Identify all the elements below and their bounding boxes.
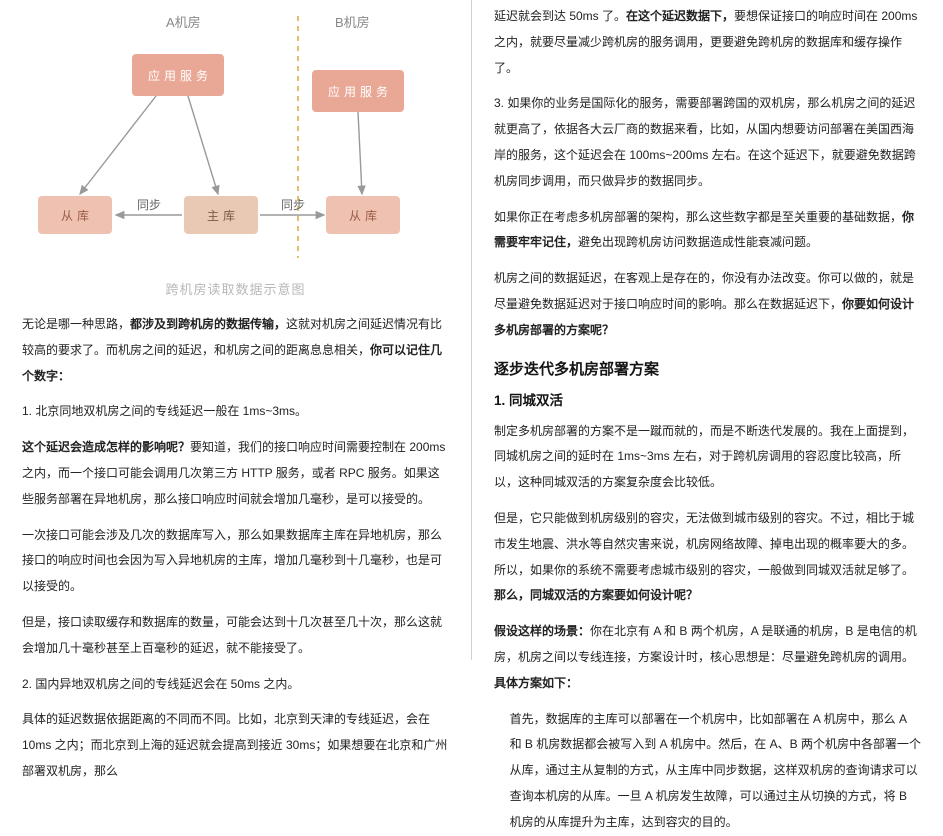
architecture-diagram: A机房 B机房 应用服务 应用服务 主库 从库 从库 同步 同步 跨机房读取数据… — [16, 8, 455, 304]
node-app-b: 应用服务 — [312, 70, 404, 112]
right-column: 延迟就会到达 50ms 了。在这个延迟数据下，要想保证接口的响应时间在 200m… — [472, 0, 943, 660]
left-p5: 但是，接口读取缓存和数据库的数量，可能会达到十几次甚至几十次，那么这就会增加几十… — [22, 610, 449, 662]
node-master: 主库 — [184, 196, 258, 234]
left-p6: 2. 国内异地双机房之间的专线延迟会在 50ms 之内。 — [22, 672, 449, 698]
diagram-caption: 跨机房读取数据示意图 — [16, 279, 455, 298]
right-p4: 机房之间的数据延迟，在客观上是存在的，你没有办法改变。你可以做的，就是尽量避免数… — [494, 266, 921, 343]
diagram-label-a: A机房 — [166, 12, 201, 31]
left-column: A机房 B机房 应用服务 应用服务 主库 从库 从库 同步 同步 跨机房读取数据… — [0, 0, 472, 660]
diagram-label-b: B机房 — [335, 12, 370, 31]
bold: 在这个延迟数据下， — [626, 9, 734, 23]
bold: 具体方案如下： — [494, 676, 578, 690]
bold: 假设这样的场景： — [494, 624, 590, 638]
left-p1: 无论是哪一种思路，都涉及到跨机房的数据传输，这就对机房之间延迟情况有比较高的要求… — [22, 312, 449, 389]
right-p1: 延迟就会到达 50ms 了。在这个延迟数据下，要想保证接口的响应时间在 200m… — [494, 4, 921, 81]
left-p7: 具体的延迟数据依据距离的不同而不同。比如，北京到天津的专线延迟，会在 10ms … — [22, 707, 449, 784]
text: 避免出现跨机房访问数据造成性能衰减问题。 — [578, 235, 818, 249]
bold: 这个延迟会造成怎样的影响呢？ — [22, 440, 190, 454]
text: 延迟就会到达 50ms 了。 — [494, 9, 626, 23]
right-p2: 3. 如果你的业务是国际化的服务，需要部署跨国的双机房，那么机房之间的延迟就更高… — [494, 91, 921, 194]
right-p5: 制定多机房部署的方案不是一蹴而就的，而是不断迭代发展的。我在上面提到，同城机房之… — [494, 419, 921, 496]
left-p2: 1. 北京同地双机房之间的专线延迟一般在 1ms~3ms。 — [22, 399, 449, 425]
sync-label-1: 同步 — [137, 196, 161, 213]
bold: 都涉及到跨机房的数据传输， — [130, 317, 286, 331]
sync-label-2: 同步 — [281, 196, 305, 213]
right-p7: 假设这样的场景：你在北京有 A 和 B 两个机房，A 是联通的机房，B 是电信的… — [494, 619, 921, 696]
node-replica-a: 从库 — [38, 196, 112, 234]
heading-single: 1. 同城双活 — [494, 389, 921, 409]
bold: 那么，同城双活的方案要如何设计呢？ — [494, 588, 698, 602]
text: 无论是哪一种思路， — [22, 317, 130, 331]
left-p3: 这个延迟会造成怎样的影响呢？要知道，我们的接口响应时间需要控制在 200ms 之… — [22, 435, 449, 512]
node-app-a: 应用服务 — [132, 54, 224, 96]
diagram-arrows — [16, 8, 456, 304]
right-p6: 但是，它只能做到机房级别的容灾，无法做到城市级别的容灾。不过，相比于城市发生地震… — [494, 506, 921, 609]
heading-plan: 逐步迭代多机房部署方案 — [494, 358, 921, 379]
left-p4: 一次接口可能会涉及几次的数据库写入，那么如果数据库主库在异地机房，那么接口的响应… — [22, 523, 449, 600]
node-replica-b: 从库 — [326, 196, 400, 234]
text: 但是，它只能做到机房级别的容灾，无法做到城市级别的容灾。不过，相比于城市发生地震… — [494, 511, 914, 577]
right-p8: 首先，数据库的主库可以部署在一个机房中，比如部署在 A 机房中，那么 A 和 B… — [494, 707, 921, 836]
text: 如果你正在考虑多机房部署的架构，那么这些数字都是至关重要的基础数据， — [494, 210, 902, 224]
right-p3: 如果你正在考虑多机房部署的架构，那么这些数字都是至关重要的基础数据，你需要牢牢记… — [494, 205, 921, 257]
